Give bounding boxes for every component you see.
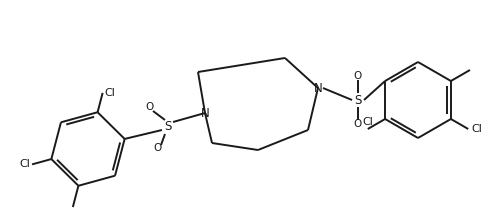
Text: Cl: Cl <box>105 88 116 98</box>
Text: O: O <box>153 143 161 153</box>
Text: O: O <box>354 71 362 81</box>
Text: O: O <box>354 119 362 129</box>
Text: O: O <box>145 102 153 112</box>
Text: S: S <box>354 94 362 107</box>
Text: N: N <box>201 107 210 119</box>
Text: Cl: Cl <box>363 117 373 127</box>
Text: S: S <box>164 120 172 134</box>
Text: Cl: Cl <box>471 124 482 134</box>
Text: N: N <box>314 82 322 95</box>
Text: Cl: Cl <box>19 159 30 169</box>
